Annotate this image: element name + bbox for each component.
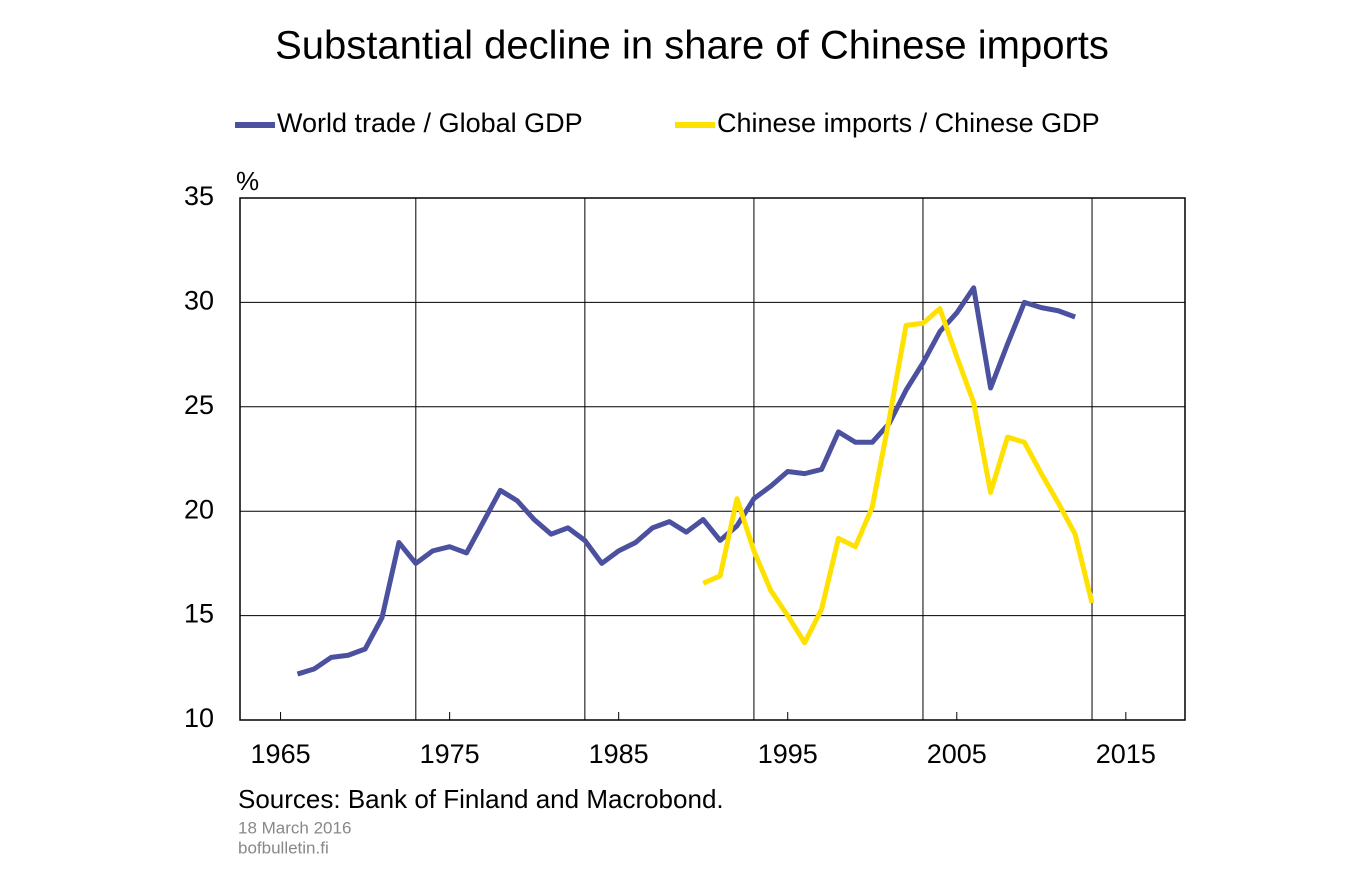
- line-series: [702, 306, 1095, 646]
- y-tick-label: 25: [184, 390, 214, 420]
- x-tick-label: 1985: [589, 739, 649, 769]
- site: bofbulletin.fi: [238, 838, 329, 857]
- y-tick-label: 20: [184, 494, 214, 524]
- line-series: [296, 285, 1076, 677]
- plot-frame: [239, 197, 1186, 721]
- x-tick-label: 1965: [251, 739, 311, 769]
- legend-label: Chinese imports / Chinese GDP: [717, 108, 1100, 138]
- x-tick-label: 2015: [1096, 739, 1156, 769]
- x-tick-label: 1995: [758, 739, 818, 769]
- x-tick-label: 2005: [927, 739, 987, 769]
- date: 18 March 2016: [238, 818, 351, 837]
- y-tick-label: 35: [184, 181, 214, 211]
- legend-label: World trade / Global GDP: [277, 108, 583, 138]
- y-tick-label: 30: [184, 286, 214, 316]
- source: Sources: Bank of Finland and Macrobond.: [238, 784, 724, 814]
- y-tick-label: 15: [184, 599, 214, 629]
- chart-title: Substantial decline in share of Chinese …: [275, 24, 1109, 68]
- x-tick-label: 1975: [420, 739, 480, 769]
- y-unit: %: [236, 166, 259, 196]
- y-tick-label: 10: [184, 703, 214, 733]
